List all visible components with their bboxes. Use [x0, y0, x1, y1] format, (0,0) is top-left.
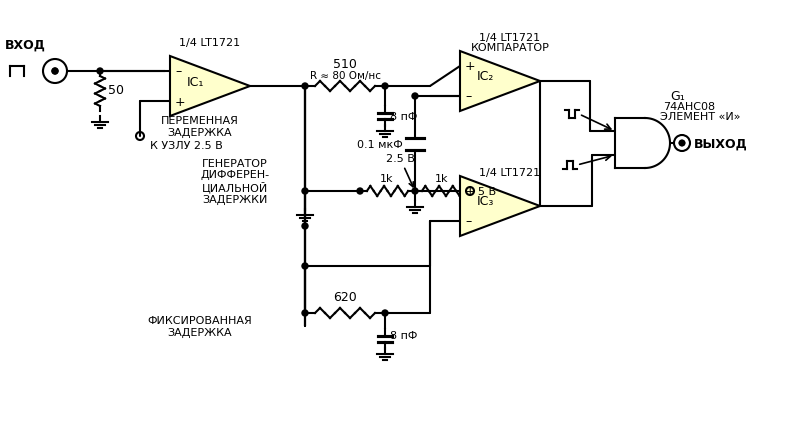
Text: –: –	[465, 90, 471, 103]
Text: G₁: G₁	[670, 90, 685, 103]
Polygon shape	[460, 177, 540, 236]
Text: 510: 510	[333, 58, 357, 71]
Text: 2.5 В: 2.5 В	[386, 154, 414, 187]
Text: –: –	[175, 65, 182, 78]
Circle shape	[302, 84, 308, 90]
Text: +: +	[175, 95, 186, 108]
Circle shape	[302, 310, 308, 316]
Circle shape	[302, 189, 308, 195]
Polygon shape	[170, 57, 250, 117]
Text: IC₂: IC₂	[476, 70, 494, 83]
Circle shape	[302, 224, 308, 230]
Text: ВХОД: ВХОД	[5, 39, 46, 52]
Circle shape	[382, 84, 388, 90]
Text: 1k: 1k	[435, 173, 449, 184]
Circle shape	[382, 310, 388, 316]
Circle shape	[357, 189, 363, 195]
Text: +: +	[465, 185, 476, 198]
Circle shape	[679, 141, 685, 146]
Text: 5 В: 5 В	[478, 187, 496, 196]
Text: IC₃: IC₃	[476, 195, 494, 208]
Text: 1/4 LT1721: 1/4 LT1721	[479, 167, 541, 178]
Circle shape	[53, 69, 58, 74]
Text: IC₁: IC₁	[186, 75, 204, 88]
Text: К УЗЛУ 2.5 В: К УЗЛУ 2.5 В	[150, 141, 222, 151]
Circle shape	[52, 69, 58, 75]
Text: ПЕРЕМЕННАЯ
ЗАДЕРЖКА: ПЕРЕМЕННАЯ ЗАДЕРЖКА	[161, 116, 239, 138]
Text: +: +	[465, 60, 476, 73]
Text: 8 пФ: 8 пФ	[390, 112, 418, 122]
Text: 620: 620	[333, 290, 357, 303]
Text: ЭЛЕМЕНТ «И»: ЭЛЕМЕНТ «И»	[660, 112, 741, 122]
Text: 0.1 мкФ: 0.1 мкФ	[358, 139, 403, 149]
Circle shape	[412, 94, 418, 100]
Text: 1/4 LT1721: 1/4 LT1721	[479, 33, 541, 43]
Circle shape	[412, 189, 418, 195]
Circle shape	[302, 263, 308, 269]
Text: 50: 50	[108, 83, 124, 96]
Text: ФИКСИРОВАННАЯ
ЗАДЕРЖКА: ФИКСИРОВАННАЯ ЗАДЕРЖКА	[148, 315, 252, 337]
Text: ВЫХОД: ВЫХОД	[694, 137, 748, 150]
Text: R ≈ 80 Ом/нс: R ≈ 80 Ом/нс	[310, 71, 381, 81]
Text: КОМПАРАТОР: КОМПАРАТОР	[470, 43, 550, 53]
Text: 1/4 LT1721: 1/4 LT1721	[179, 38, 241, 48]
Circle shape	[97, 69, 103, 75]
Text: ГЕНЕРАТОР
ДИФФЕРЕН-
ЦИАЛЬНОЙ
ЗАДЕРЖКИ: ГЕНЕРАТОР ДИФФЕРЕН- ЦИАЛЬНОЙ ЗАДЕРЖКИ	[201, 158, 270, 205]
Text: –: –	[465, 215, 471, 228]
Text: 1k: 1k	[380, 173, 394, 184]
Polygon shape	[460, 52, 540, 112]
Text: 8 пФ: 8 пФ	[390, 330, 418, 340]
Text: 74АНС08: 74АНС08	[663, 102, 715, 112]
Circle shape	[679, 141, 685, 146]
